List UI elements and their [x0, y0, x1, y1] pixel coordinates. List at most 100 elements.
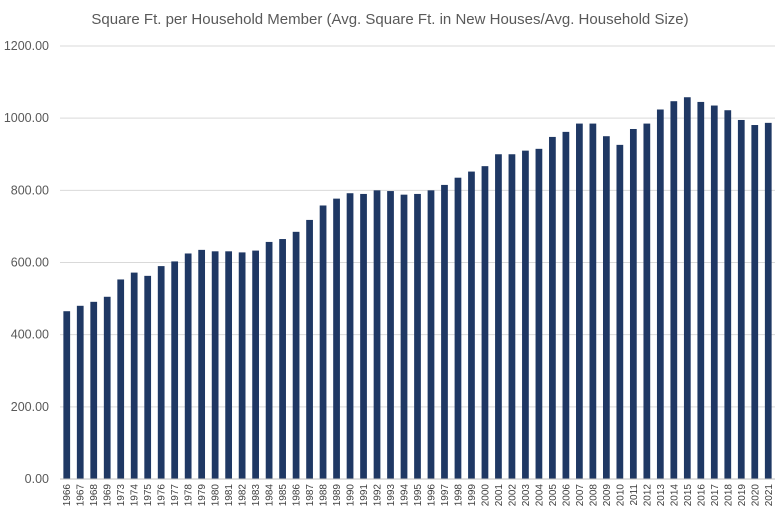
bar-2008 — [589, 123, 597, 480]
bar-2017 — [710, 105, 718, 479]
x-tick-label: 1978 — [184, 484, 195, 507]
bar-2014 — [670, 101, 678, 480]
bar-1981 — [225, 251, 233, 479]
bar-1990 — [346, 193, 354, 479]
x-tick-label: 1998 — [453, 484, 464, 507]
bar-2000 — [481, 166, 489, 479]
bar-2019 — [737, 119, 745, 480]
x-tick-label: 2010 — [615, 484, 626, 507]
bar-1992 — [373, 190, 381, 480]
x-tick-label: 2003 — [521, 484, 532, 507]
x-tick-label: 1987 — [305, 484, 316, 507]
y-tick-label: 400.00 — [11, 328, 49, 342]
x-tick-label: 2019 — [737, 484, 748, 507]
bar-2013 — [656, 109, 664, 480]
x-tick-label: 1976 — [157, 484, 168, 507]
x-tick-label: 1980 — [211, 484, 222, 507]
x-tick-label: 1967 — [76, 484, 87, 507]
bar-1998 — [454, 177, 462, 479]
x-tick-label: 2008 — [588, 484, 599, 507]
bar-1979 — [198, 249, 206, 479]
x-tick-label: 2011 — [629, 484, 640, 506]
y-tick-label: 0.00 — [25, 472, 49, 486]
x-tick-label: 2015 — [683, 484, 694, 507]
y-tick-label: 1200.00 — [4, 39, 49, 53]
bar-2021 — [764, 122, 772, 480]
bar-2009 — [602, 136, 610, 480]
x-tick-label: 2017 — [710, 484, 721, 507]
bar-1999 — [468, 171, 475, 479]
bar-1967 — [76, 305, 84, 479]
y-tick-label: 1000.00 — [4, 111, 49, 125]
bar-2003 — [522, 150, 529, 479]
bar-2011 — [629, 128, 637, 479]
bar-1991 — [360, 193, 367, 480]
bar-1995 — [414, 193, 421, 480]
x-tick-label: 1979 — [197, 484, 208, 507]
x-tick-label: 1984 — [265, 484, 276, 507]
bar-2018 — [724, 110, 732, 479]
x-tick-label: 2013 — [656, 484, 667, 507]
bar-1969 — [103, 296, 111, 479]
x-tick-label: 1983 — [251, 484, 262, 507]
bar-1975 — [144, 275, 152, 479]
bar-1983 — [252, 250, 259, 479]
bar-2006 — [562, 131, 570, 479]
bar-1996 — [427, 190, 435, 480]
bar-1973 — [117, 279, 125, 479]
x-tick-label: 1996 — [426, 484, 437, 507]
bar-2001 — [495, 154, 502, 479]
bar-2015 — [683, 97, 691, 479]
x-tick-label: 2021 — [764, 484, 775, 507]
bar-1980 — [211, 251, 219, 479]
x-tick-label: 2018 — [723, 484, 734, 507]
bar-2020 — [751, 125, 759, 480]
bar-1987 — [306, 219, 313, 479]
y-tick-label: 600.00 — [11, 256, 49, 270]
bar-1976 — [157, 266, 165, 479]
bar-1984 — [265, 241, 273, 479]
bar-1974 — [130, 272, 138, 479]
y-tick-label: 200.00 — [11, 400, 49, 414]
x-tick-label: 1977 — [170, 484, 181, 507]
x-tick-label: 2005 — [548, 484, 559, 507]
x-tick-label: 1975 — [143, 484, 154, 507]
bar-1978 — [184, 253, 192, 479]
x-tick-label: 2002 — [507, 484, 518, 507]
x-tick-label: 1968 — [89, 484, 100, 507]
x-tick-label: 1969 — [103, 484, 114, 507]
x-tick-label: 2004 — [534, 484, 545, 507]
x-tick-label: 1992 — [373, 484, 384, 507]
x-tick-label: 1989 — [332, 484, 343, 507]
x-axis-tick-labels: 1966 1967 1968 1969 1973 1974 1975 1976 1977 1978… — [62, 484, 775, 507]
bar-2005 — [549, 136, 556, 479]
chart-title: Square Ft. per Household Member (Avg. Sq… — [91, 11, 688, 28]
bar-2010 — [616, 144, 624, 479]
x-tick-label: 1994 — [400, 484, 411, 507]
bar-1988 — [319, 205, 327, 479]
x-tick-label: 1991 — [359, 484, 370, 507]
bar-1994 — [400, 194, 408, 479]
x-tick-label: 2012 — [642, 484, 653, 507]
x-tick-label: 1999 — [467, 484, 478, 507]
bar-2002 — [508, 154, 516, 479]
bar-1997 — [441, 184, 448, 479]
bar-1982 — [238, 252, 246, 479]
x-tick-label: 1974 — [130, 484, 141, 507]
x-tick-label: 2016 — [696, 484, 707, 507]
x-tick-label: 2001 — [494, 484, 505, 507]
x-tick-label: 2020 — [750, 484, 761, 507]
x-tick-label: 1973 — [116, 484, 127, 507]
x-tick-label: 1995 — [413, 484, 424, 507]
x-tick-label: 1997 — [440, 484, 451, 507]
bars — [63, 97, 772, 480]
y-axis-tick-labels: 0.00 200.00 400.00 600.00 800.00 1000.00 1200.… — [4, 39, 49, 486]
bar-2004 — [535, 148, 543, 479]
bar-2007 — [576, 123, 583, 480]
bar-1989 — [333, 198, 340, 479]
x-tick-label: 1986 — [292, 484, 303, 507]
bar-2016 — [697, 101, 705, 479]
x-tick-label: 2006 — [561, 484, 572, 507]
bar-1968 — [90, 301, 98, 479]
